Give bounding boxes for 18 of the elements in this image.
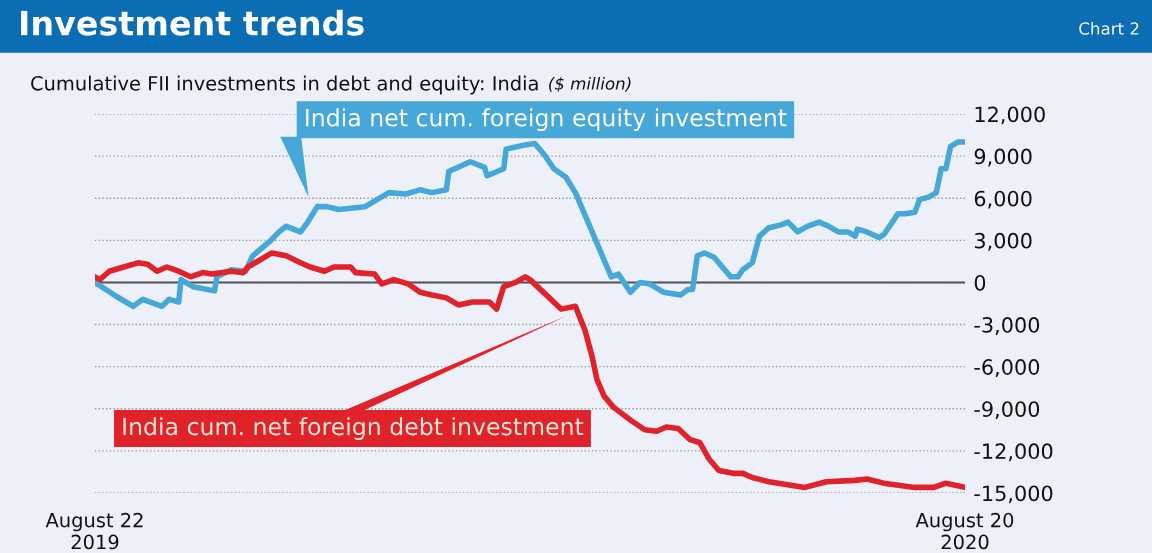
x-tick-label: August 20 2020 bbox=[915, 512, 1014, 550]
y-tick-label: -9,000 bbox=[974, 401, 1040, 420]
y-tick-label: 12,000 bbox=[975, 106, 1045, 125]
y-tick-label: -12,000 bbox=[974, 443, 1053, 462]
y-tick-label: 3,000 bbox=[974, 232, 1032, 251]
y-tick-label: -15,000 bbox=[974, 485, 1053, 504]
series-label: India cum. net foreign debt investment bbox=[123, 417, 584, 440]
chart-subtitle: Cumulative FII investments in debt and equity: India bbox=[31, 75, 538, 95]
y-tick-label: -6,000 bbox=[974, 359, 1040, 377]
series-label: India net cum. foreign equity investment bbox=[306, 108, 787, 132]
caption: Chart 2 bbox=[1079, 21, 1139, 35]
y-tick-label: 6,000 bbox=[974, 190, 1032, 209]
y-tick-label: 9,000 bbox=[974, 148, 1032, 167]
chart-title: Investment trends bbox=[21, 9, 364, 36]
y-axis-title: ($ million) bbox=[549, 76, 631, 93]
y-tick-label: 0 bbox=[974, 274, 986, 291]
y-tick-label: -3,000 bbox=[974, 317, 1040, 335]
x-tick-label: August 22 2019 bbox=[45, 512, 143, 550]
